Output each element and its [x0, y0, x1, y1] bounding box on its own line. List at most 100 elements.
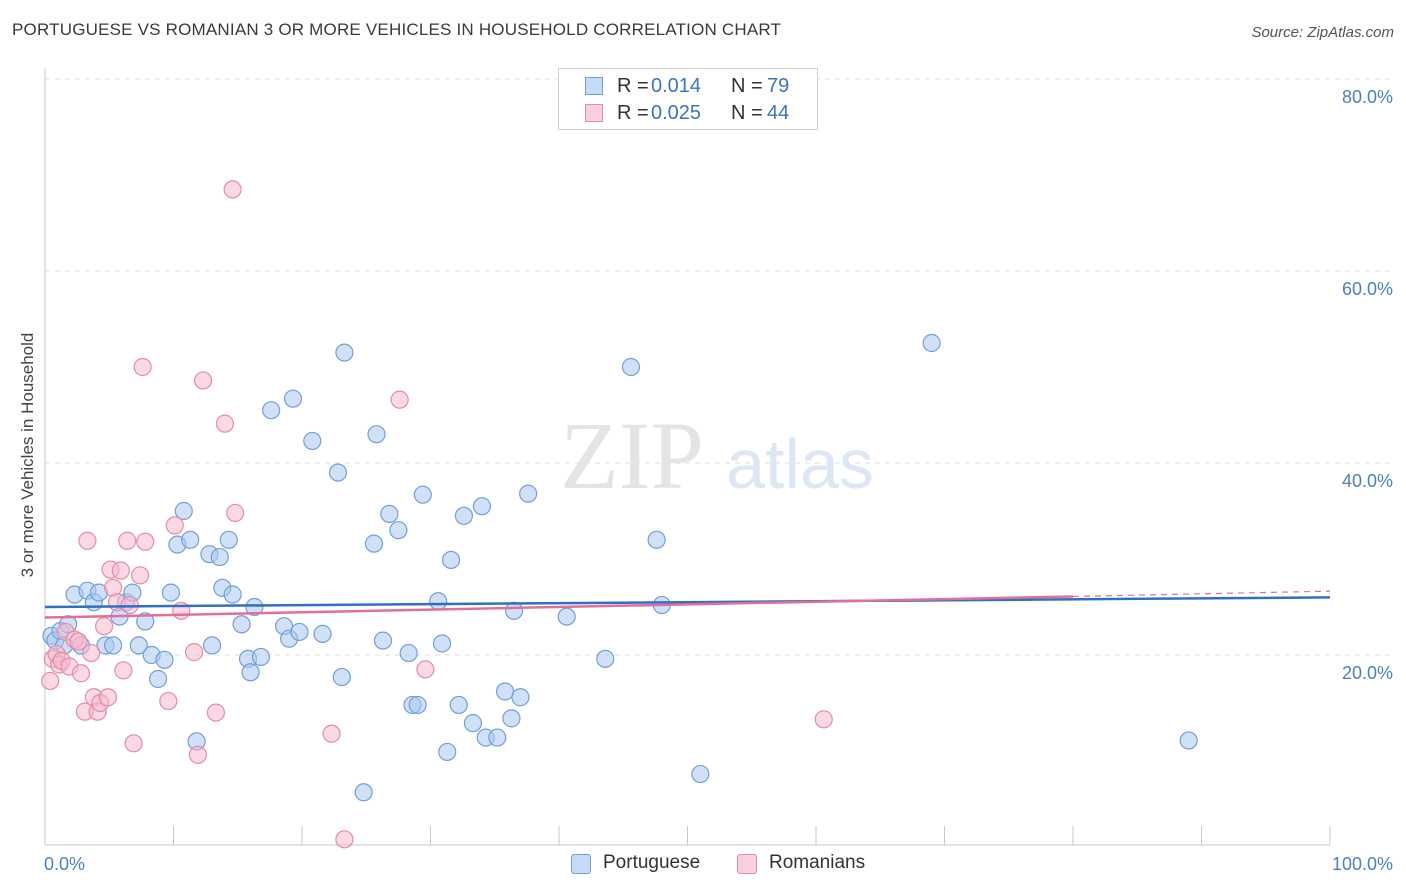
- portuguese-point: [174, 501, 193, 521]
- portuguese-point: [104, 636, 123, 655]
- portuguese-point: [290, 622, 309, 642]
- romanian-point: [124, 734, 143, 753]
- stats-legend: R = 0.014 N = 79 R = 0.025 N = 44: [558, 68, 818, 130]
- romanian-point: [814, 710, 833, 729]
- portuguese-point: [367, 425, 386, 444]
- portuguese-point: [241, 663, 260, 682]
- portuguese-point: [557, 607, 576, 626]
- romanian-point: [223, 180, 242, 199]
- portuguese-point: [472, 497, 491, 516]
- romanian-point: [416, 660, 435, 679]
- portuguese-point: [488, 728, 507, 747]
- points-layer: [41, 180, 1198, 849]
- portuguese-point: [454, 506, 474, 525]
- portuguese-point: [596, 649, 615, 668]
- portuguese-point: [202, 636, 222, 655]
- portuguese-point: [408, 695, 427, 715]
- portuguese-point: [463, 714, 483, 733]
- n-label: N =: [731, 102, 763, 124]
- romanian-point: [184, 643, 204, 662]
- romanian-point: [226, 503, 245, 523]
- romanian-point: [206, 703, 226, 722]
- y-tick-label: 80.0%: [1342, 87, 1393, 107]
- portuguese-point: [647, 530, 666, 549]
- n-label: N =: [731, 75, 763, 97]
- x-tick-label: 100.0%: [1332, 854, 1393, 874]
- portuguese-point: [129, 636, 148, 655]
- romanian-point: [41, 671, 60, 691]
- romanian-point: [114, 661, 133, 680]
- romanian-point: [136, 532, 155, 551]
- portuguese-point: [432, 634, 452, 653]
- portuguese-point: [429, 592, 448, 611]
- y-tick-label: 40.0%: [1342, 471, 1393, 491]
- watermark-atlas: atlas: [726, 425, 874, 503]
- portuguese-point: [691, 764, 710, 784]
- portuguese-point: [313, 624, 332, 643]
- portuguese-point: [441, 550, 461, 570]
- portuguese-point: [328, 463, 348, 482]
- portuguese-point: [504, 601, 524, 620]
- portuguese-point: [155, 650, 174, 669]
- romanian-trend-line: [44, 595, 1074, 619]
- r-value: 0.014: [651, 75, 702, 97]
- romanian-point: [78, 531, 97, 550]
- watermark-zip: ZIP: [560, 402, 704, 509]
- romanian-point: [390, 390, 409, 409]
- portuguese-point: [449, 695, 468, 715]
- romanian-point: [118, 531, 137, 550]
- portuguese-point: [389, 521, 408, 540]
- portuguese-point: [373, 631, 393, 650]
- chart-title: PORTUGUESE VS ROMANIAN 3 OR MORE VEHICLE…: [12, 20, 782, 39]
- portuguese-point: [621, 357, 641, 377]
- axes-layer: [44, 68, 1331, 846]
- romanian-point: [133, 357, 152, 377]
- portuguese-point: [181, 530, 200, 549]
- romanian-point: [335, 830, 354, 849]
- romanian-point: [188, 745, 208, 764]
- portuguese-point: [380, 504, 399, 523]
- romanian-point: [159, 691, 178, 711]
- portuguese-point: [136, 612, 155, 631]
- r-value: 0.025: [651, 102, 702, 124]
- portuguese-point: [495, 682, 515, 701]
- portuguese-point: [335, 343, 354, 362]
- romanians-swatch: [585, 104, 603, 122]
- romanian-point: [69, 632, 88, 651]
- portuguese-point: [210, 547, 229, 567]
- portuguese-point: [364, 534, 384, 553]
- grid-layer: [45, 78, 1392, 656]
- source-label: Source: ZipAtlas.com: [1251, 24, 1394, 41]
- portuguese-legend-swatch: [571, 854, 591, 874]
- portuguese-point: [262, 401, 281, 420]
- portuguese-point: [223, 585, 242, 604]
- portuguese-swatch: [585, 77, 603, 95]
- portuguese-point: [251, 647, 270, 667]
- portuguese-point: [148, 669, 168, 689]
- portuguese-point: [438, 742, 457, 762]
- r-label: R =: [617, 75, 649, 97]
- portuguese-point: [232, 615, 251, 634]
- portuguese-point: [332, 667, 351, 687]
- portuguese-point: [519, 484, 538, 503]
- x-tick-label: 0.0%: [44, 854, 85, 874]
- legend-label-portuguese: Portuguese: [603, 852, 701, 873]
- romanian-point: [111, 561, 130, 580]
- romanian-point: [130, 566, 150, 585]
- trend-layer: [44, 590, 1331, 619]
- n-value: 79: [767, 75, 790, 97]
- portuguese-point: [413, 485, 432, 504]
- romanians-legend-swatch: [737, 854, 757, 874]
- romanian-point: [193, 371, 213, 390]
- portuguese-point: [283, 389, 303, 408]
- romanian-point: [215, 414, 234, 433]
- tick-label-layer: 20.0% 40.0% 60.0% 80.0% 0.0% 100.0%: [44, 87, 1393, 874]
- y-tick-label: 20.0%: [1342, 663, 1393, 683]
- portuguese-point: [161, 583, 181, 602]
- romanian-trend-extension: [1072, 590, 1331, 598]
- portuguese-point: [354, 783, 373, 802]
- portuguese-trend-line: [44, 596, 1331, 609]
- portuguese-point: [219, 530, 238, 549]
- n-value: 44: [767, 102, 790, 124]
